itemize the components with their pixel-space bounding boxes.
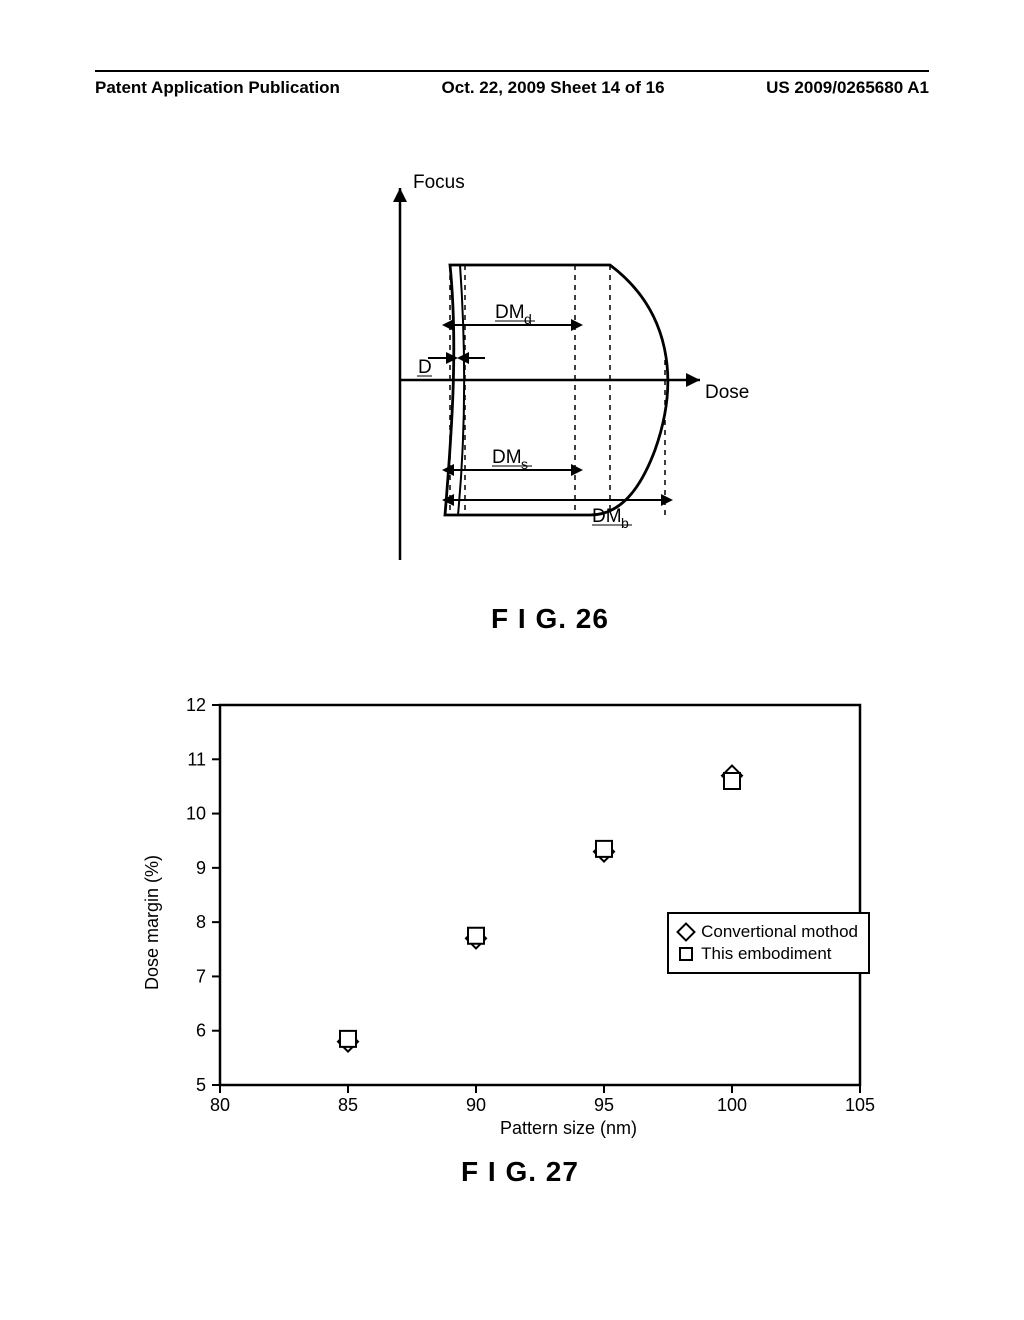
fig26-dose-label: Dose: [705, 382, 749, 403]
fig27-xtick-label: 80: [210, 1095, 230, 1115]
fig26-dmb-sub: b: [621, 515, 629, 531]
fig26-y-arrowhead: [393, 188, 407, 202]
fig26-x-arrowhead: [686, 373, 700, 387]
fig27-caption: F I G. 27: [120, 1156, 920, 1188]
figure-27: 5 6 7 8 9 10 11 12 80 85 90 95 100 105 Dose margin (%…: [120, 680, 920, 1220]
page-container: Patent Application Publication Oct. 22, …: [0, 0, 1024, 1320]
fig27-xtick-label: 100: [717, 1095, 747, 1115]
header-text-row: Patent Application Publication Oct. 22, …: [0, 78, 1024, 98]
header-rule: [95, 70, 929, 72]
square-marker-icon: [679, 947, 693, 961]
fig27-plot-border: [220, 705, 860, 1085]
fig26-dmd-sub: d: [524, 311, 532, 327]
fig26-dms-label: DM: [492, 447, 522, 468]
fig27-ytick-label: 5: [196, 1075, 206, 1095]
fig27-ytick-label: 12: [186, 695, 206, 715]
fig26-inner-left-curve: [458, 265, 464, 515]
fig27-legend-label-1: This embodiment: [701, 944, 831, 964]
fig27-xtick-label: 90: [466, 1095, 486, 1115]
fig27-ytick-label: 11: [187, 749, 206, 769]
header-right: US 2009/0265680 A1: [766, 78, 929, 98]
fig27-plot-wrap: 5 6 7 8 9 10 11 12 80 85 90 95 100 105 Dose margin (%…: [120, 680, 920, 1150]
fig26-d-label: D: [418, 357, 432, 378]
fig27-ytick-label: 6: [196, 1021, 206, 1041]
diamond-marker-icon: [676, 922, 696, 942]
fig27-legend-row-1: This embodiment: [679, 944, 858, 964]
fig27-data-marker: [724, 773, 740, 789]
fig27-xtick-label: 85: [338, 1095, 358, 1115]
fig27-data-marker: [596, 841, 612, 857]
fig27-legend-row-0: Convertional mothod: [679, 922, 858, 942]
fig27-x-label: Pattern size (nm): [500, 1118, 637, 1139]
fig27-y-label: Dose margin (%): [142, 855, 163, 990]
fig26-focus-label: Focus: [413, 172, 465, 193]
fig26-dmb-label: DM: [592, 506, 622, 527]
fig27-legend-label-0: Convertional mothod: [701, 922, 858, 942]
fig27-ytick-label: 8: [196, 912, 206, 932]
page-header: Patent Application Publication Oct. 22, …: [0, 70, 1024, 98]
fig27-data-marker: [340, 1031, 356, 1047]
fig27-data-marker: [468, 928, 484, 944]
fig26-caption: F I G. 26: [270, 603, 830, 635]
fig26-dms-sub: s: [521, 456, 528, 472]
header-left: Patent Application Publication: [95, 78, 340, 98]
fig27-xtick-label: 95: [594, 1095, 614, 1115]
fig26-process-window-curve: [445, 265, 668, 515]
fig26-svg: Focus Dose DM d D DM s DM b: [270, 170, 830, 590]
fig27-legend: Convertional mothod This embodiment: [667, 912, 870, 974]
header-center: Oct. 22, 2009 Sheet 14 of 16: [442, 78, 665, 98]
figure-26: Focus Dose DM d D DM s DM b F I G. 26: [270, 170, 830, 640]
fig26-dmd-label: DM: [495, 302, 525, 323]
fig27-ytick-label: 7: [196, 966, 206, 986]
fig27-xtick-label: 105: [845, 1095, 875, 1115]
fig27-ytick-label: 10: [186, 804, 206, 824]
fig27-ytick-label: 9: [196, 858, 206, 878]
